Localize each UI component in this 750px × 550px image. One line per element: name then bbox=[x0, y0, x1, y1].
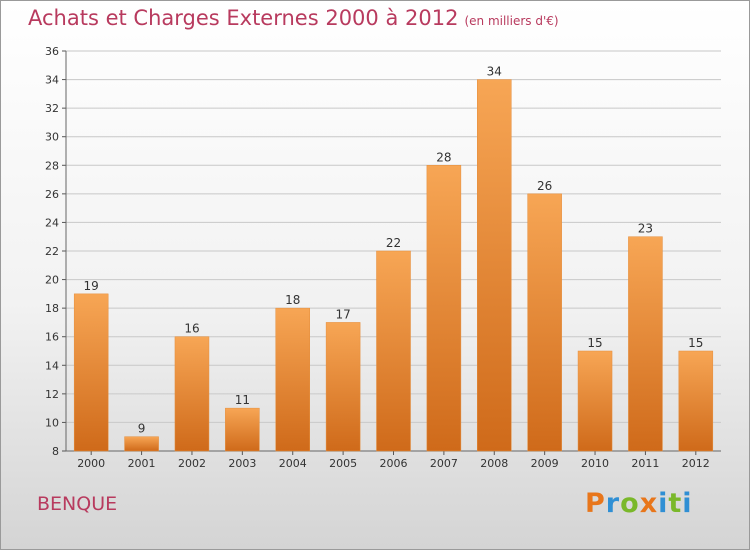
chart-unit: (en milliers d'€) bbox=[464, 14, 559, 28]
data-label: 28 bbox=[436, 150, 451, 164]
proxiti-logo[interactable]: Proxiti bbox=[585, 488, 693, 519]
y-tick-label: 12 bbox=[45, 388, 59, 401]
bar[interactable] bbox=[325, 322, 361, 452]
data-label: 16 bbox=[184, 322, 199, 336]
data-label: 26 bbox=[537, 179, 552, 193]
data-label: 15 bbox=[587, 336, 602, 350]
brand-letter: i bbox=[682, 488, 693, 519]
x-tick-label: 2003 bbox=[228, 457, 256, 470]
brand-letter: P bbox=[585, 488, 606, 519]
bar[interactable] bbox=[477, 79, 512, 452]
brand-letter: i bbox=[658, 488, 669, 519]
x-tick-label: 2008 bbox=[480, 457, 508, 470]
data-label: 18 bbox=[285, 293, 300, 307]
y-tick-label: 32 bbox=[45, 102, 59, 115]
x-tick-label: 2005 bbox=[329, 457, 357, 470]
y-tick-label: 36 bbox=[45, 45, 59, 58]
bar[interactable] bbox=[275, 307, 310, 452]
x-tick-label: 2002 bbox=[178, 457, 206, 470]
x-tick-label: 2000 bbox=[77, 457, 105, 470]
x-tick-label: 2011 bbox=[631, 457, 659, 470]
bar[interactable] bbox=[426, 165, 462, 452]
chart-title: Achats et Charges Externes 2000 à 2012 bbox=[28, 6, 459, 30]
y-tick-label: 26 bbox=[45, 188, 59, 201]
data-label: 22 bbox=[386, 236, 401, 250]
chart-title-block: Achats et Charges Externes 2000 à 2012 (e… bbox=[28, 6, 559, 30]
x-tick-label: 2009 bbox=[531, 457, 559, 470]
brand-letter: o bbox=[620, 488, 640, 519]
x-tick-label: 2004 bbox=[279, 457, 307, 470]
y-tick-label: 20 bbox=[45, 274, 59, 287]
bar[interactable] bbox=[225, 407, 260, 452]
bar[interactable] bbox=[376, 250, 411, 452]
y-tick-label: 16 bbox=[45, 331, 59, 344]
x-tick-label: 2010 bbox=[581, 457, 609, 470]
brand-letter: t bbox=[668, 488, 683, 519]
y-tick-label: 24 bbox=[45, 216, 59, 229]
commune-name: BENQUE bbox=[37, 493, 118, 515]
brand-letter: r bbox=[605, 488, 621, 519]
bars bbox=[73, 79, 714, 452]
y-tick-label: 8 bbox=[52, 445, 59, 458]
x-tick-label: 2012 bbox=[682, 457, 710, 470]
y-tick-label: 18 bbox=[45, 302, 59, 315]
bar[interactable] bbox=[124, 436, 159, 452]
y-tick-label: 34 bbox=[45, 74, 59, 87]
y-tick-label: 10 bbox=[45, 416, 59, 429]
data-label: 23 bbox=[638, 222, 653, 236]
bar[interactable] bbox=[577, 350, 613, 452]
data-label: 34 bbox=[487, 65, 502, 79]
data-label: 19 bbox=[84, 279, 99, 293]
x-tick-label: 2006 bbox=[380, 457, 408, 470]
data-label: 17 bbox=[335, 307, 350, 321]
data-label: 15 bbox=[688, 336, 703, 350]
y-tick-label: 30 bbox=[45, 131, 59, 144]
x-tick-label: 2001 bbox=[128, 457, 156, 470]
brand-letter: x bbox=[639, 488, 659, 519]
data-label: 9 bbox=[138, 422, 146, 436]
bar[interactable] bbox=[73, 293, 109, 452]
data-labels: 19 9 16 11 18 17 22 28 34 26 15 23 15 bbox=[84, 65, 704, 436]
bar[interactable] bbox=[678, 350, 714, 452]
y-tick-label: 28 bbox=[45, 159, 59, 172]
bar[interactable] bbox=[527, 193, 562, 452]
y-tick-label: 22 bbox=[45, 245, 59, 258]
x-tick-label: 2007 bbox=[430, 457, 458, 470]
data-label: 11 bbox=[235, 393, 250, 407]
bar[interactable] bbox=[174, 336, 210, 452]
y-tick-label: 14 bbox=[45, 359, 59, 372]
bar[interactable] bbox=[628, 236, 663, 452]
